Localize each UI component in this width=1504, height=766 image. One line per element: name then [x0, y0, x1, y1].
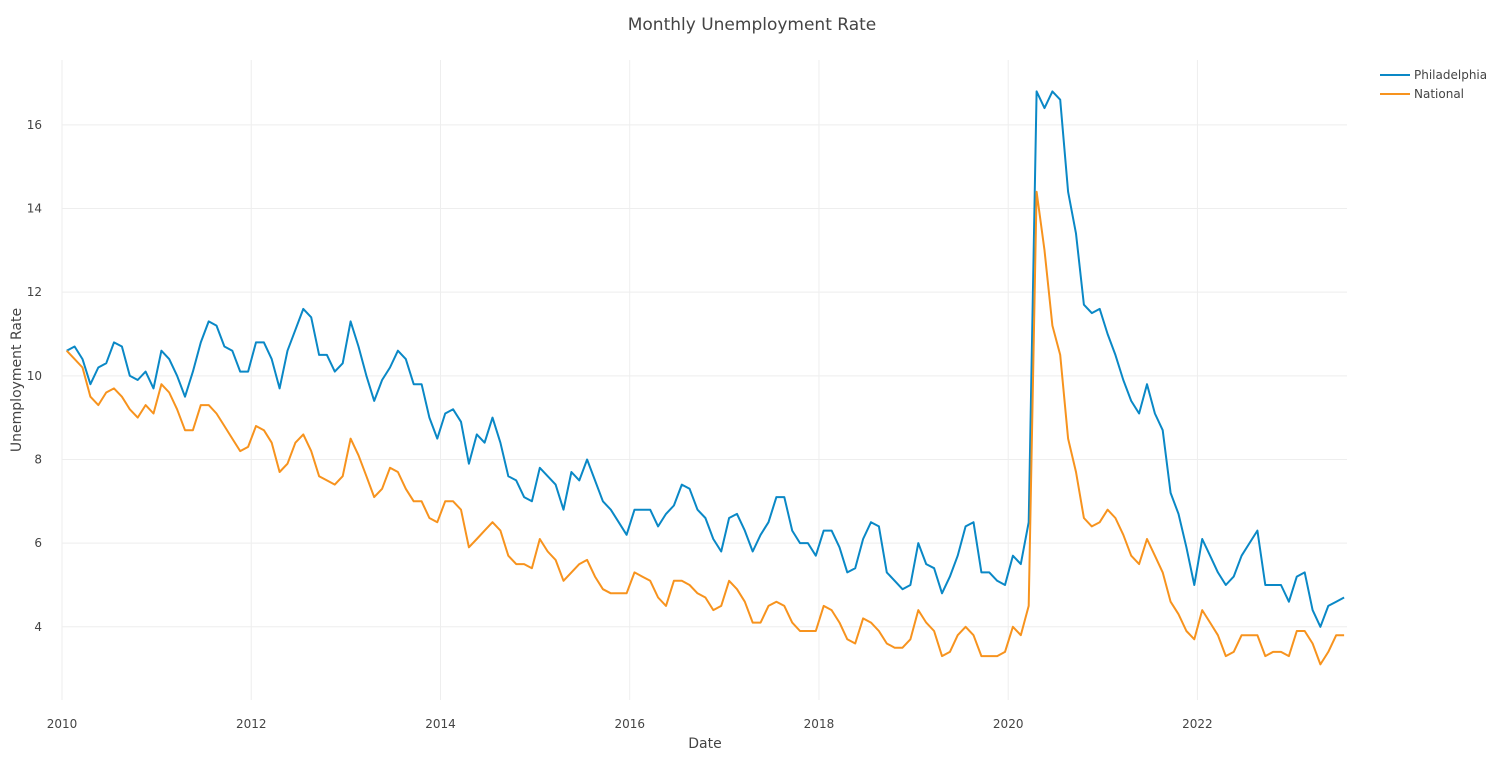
x-tick-label: 2014 [425, 717, 456, 731]
y-tick-label: 12 [27, 285, 42, 299]
x-tick-label: 2020 [993, 717, 1024, 731]
x-axis-label: Date [688, 736, 721, 752]
grid [61, 60, 1347, 700]
y-tick-label: 10 [27, 369, 42, 383]
x-tick-label: 2012 [236, 717, 267, 731]
y-tick-label: 4 [34, 620, 42, 634]
x-tick-label: 2018 [804, 717, 835, 731]
x-tick-label: 2022 [1182, 717, 1213, 731]
chart-title: Monthly Unemployment Rate [628, 15, 877, 35]
y-tick-label: 6 [34, 536, 42, 550]
y-tick-label: 16 [27, 118, 42, 132]
y-tick-label: 14 [27, 201, 42, 215]
legend: Philadelphia National [1380, 68, 1487, 101]
series-line-national [65, 190, 1345, 666]
series-line-philadelphia [66, 90, 1345, 628]
x-tick-label: 2016 [614, 717, 645, 731]
y-axis-label: Unemployment Rate [9, 308, 25, 452]
legend-item-philadelphia[interactable]: Philadelphia [1414, 68, 1487, 82]
y-axis-ticks: 4 6 8 10 12 14 16 [27, 118, 42, 634]
legend-item-national[interactable]: National [1414, 87, 1464, 101]
x-axis-ticks: 2010 2012 2014 2016 2018 2020 2022 [47, 717, 1213, 731]
x-tick-label: 2010 [47, 717, 78, 731]
plot-lines [65, 90, 1345, 666]
y-tick-label: 8 [34, 452, 42, 466]
